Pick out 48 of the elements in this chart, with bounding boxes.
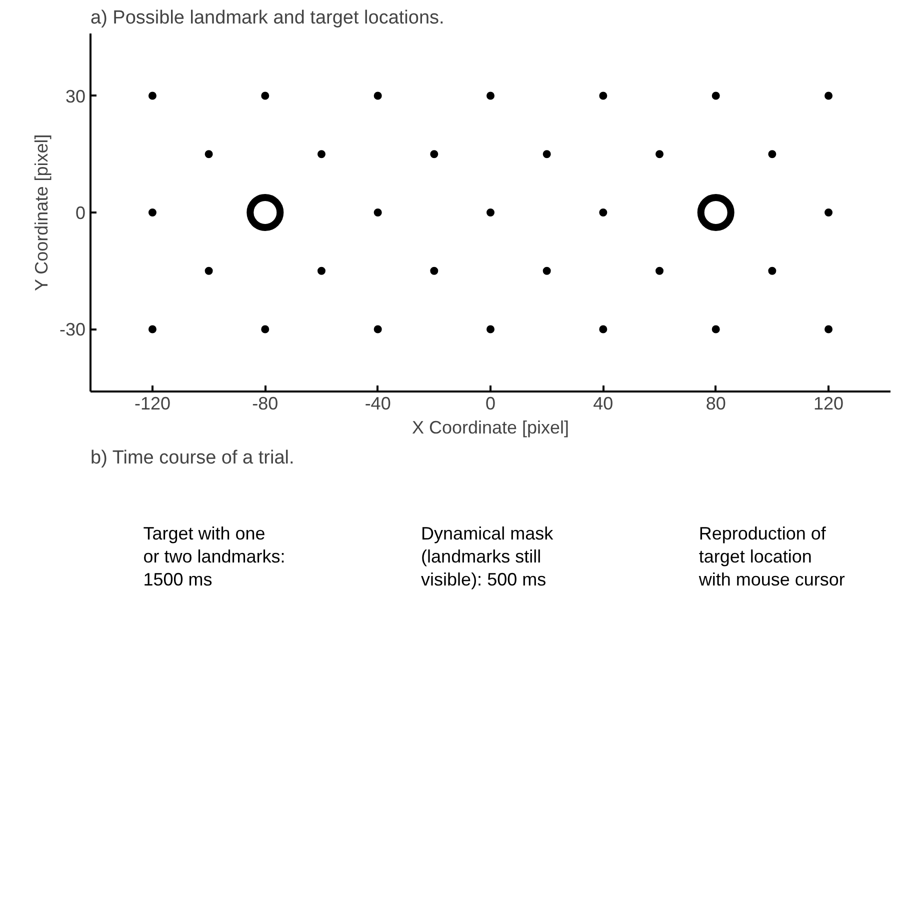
point bbox=[599, 208, 608, 216]
x-tick-label: 120 bbox=[814, 394, 844, 414]
point bbox=[374, 325, 382, 334]
point bbox=[148, 208, 156, 216]
x-tick-label: 40 bbox=[593, 394, 614, 414]
point bbox=[542, 150, 551, 158]
point bbox=[824, 92, 833, 100]
x-tick-label: 80 bbox=[706, 394, 726, 414]
point bbox=[261, 92, 270, 100]
chart-title: a) Possible landmark and target locations. bbox=[90, 8, 444, 28]
point bbox=[824, 325, 833, 334]
point bbox=[317, 150, 326, 158]
point bbox=[768, 150, 776, 158]
y-tick-label: 30 bbox=[65, 86, 86, 106]
point bbox=[148, 325, 156, 334]
x-axis-title: X Coordinate [pixel] bbox=[412, 418, 570, 438]
point bbox=[430, 150, 438, 158]
point bbox=[486, 325, 494, 334]
point bbox=[374, 92, 382, 100]
point bbox=[261, 325, 270, 334]
point bbox=[486, 208, 494, 216]
text: Reproduction of target location with mouse cursor bbox=[698, 524, 845, 590]
point bbox=[712, 92, 720, 100]
point bbox=[712, 325, 720, 334]
x-tick-label: -120 bbox=[134, 394, 170, 414]
x-tick-label: 0 bbox=[485, 394, 496, 414]
point bbox=[148, 92, 156, 100]
point bbox=[599, 92, 608, 100]
point bbox=[486, 92, 494, 100]
point bbox=[599, 325, 608, 334]
point bbox=[204, 266, 213, 275]
point bbox=[656, 150, 664, 158]
x-tick-label: -80 bbox=[252, 394, 278, 414]
point bbox=[542, 266, 551, 275]
text: Dynamical mask (landmarks still visible): 500 ms bbox=[421, 524, 554, 590]
y-axis-title: Y Coordinate [pixel] bbox=[31, 134, 52, 292]
point bbox=[374, 208, 382, 216]
text: Target with one or two landmarks: 1500 ms bbox=[143, 524, 286, 590]
point bbox=[768, 266, 776, 275]
point bbox=[656, 266, 664, 275]
point bbox=[204, 150, 213, 158]
point bbox=[824, 208, 833, 216]
point bbox=[317, 266, 326, 275]
text: b) Time course of a trial. bbox=[90, 448, 294, 468]
point bbox=[430, 266, 438, 275]
x-tick-label: -40 bbox=[364, 394, 391, 414]
y-tick-label: 0 bbox=[75, 203, 86, 223]
y-tick-label: -30 bbox=[59, 320, 86, 340]
